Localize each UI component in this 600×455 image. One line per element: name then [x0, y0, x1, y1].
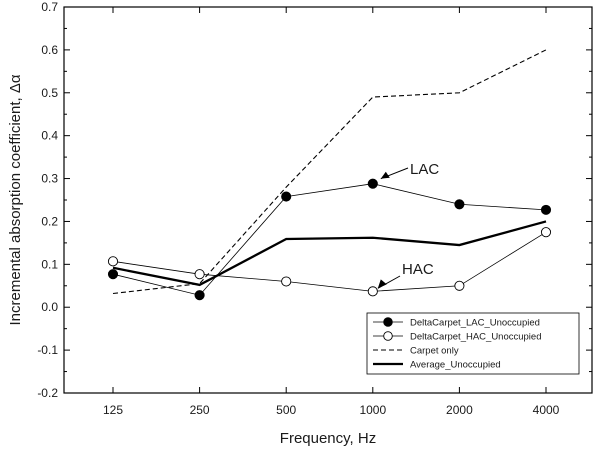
y-tick-label: -0.1	[37, 343, 58, 357]
arrow-head-lac	[380, 171, 390, 179]
legend-label: DeltaCarpet_HAC_Unoccupied	[410, 332, 542, 343]
annotation-hac: HAC	[402, 261, 434, 278]
data-point	[107, 269, 119, 280]
y-tick-label: 0.0	[41, 300, 58, 314]
arrow-head-hac	[377, 279, 387, 289]
x-tick-label: 125	[103, 403, 123, 417]
data-point	[194, 269, 205, 280]
legend-item: Average_Unoccupied	[373, 360, 501, 371]
y-tick-label: 0.5	[41, 86, 58, 100]
data-point	[281, 276, 292, 287]
y-tick-label: 0.1	[41, 257, 58, 271]
series-line	[112, 183, 547, 296]
data-point	[454, 199, 465, 210]
series-group	[107, 49, 552, 301]
annotation-lac: LAC	[410, 161, 439, 178]
y-tick-label: 0.4	[41, 129, 58, 143]
legend-marker	[383, 317, 393, 327]
legend-item: DeltaCarpet_LAC_Unoccupied	[373, 317, 540, 329]
legend-label: Average_Unoccupied	[410, 360, 501, 371]
y-axis-ticks: -0.2 -0.1 0.0 0.1 0.2 0.3 0.4 0.5 0.6 0.7	[37, 0, 592, 400]
annotations: LAC HAC	[377, 161, 439, 289]
x-tick-label: 1000	[359, 403, 386, 417]
data-point	[281, 191, 292, 202]
x-tick-label: 250	[190, 403, 210, 417]
y-tick-label: -0.2	[37, 386, 58, 400]
legend-item: DeltaCarpet_HAC_Unoccupied	[373, 331, 542, 343]
x-tick-label: 2000	[446, 403, 473, 417]
data-point	[540, 227, 552, 238]
data-point	[367, 178, 378, 189]
x-tick-label: 500	[276, 403, 296, 417]
data-point	[194, 290, 205, 301]
series-Carpet only	[112, 49, 547, 295]
legend-label: Carpet only	[410, 346, 459, 357]
data-point	[540, 204, 552, 215]
x-tick-label: 4000	[533, 403, 560, 417]
y-axis-title: Incremental absorption coefficient, Δα	[7, 74, 24, 325]
series-DeltaCarpet_LAC_Unoccupied	[107, 178, 552, 301]
x-axis-ticks: 125 250 500 1000 2000 4000	[103, 7, 560, 417]
series-line	[112, 231, 547, 292]
legend-marker	[383, 331, 393, 341]
x-axis-title: Frequency, Hz	[280, 430, 376, 447]
series-line	[112, 49, 547, 295]
legend-item: Carpet only	[373, 346, 459, 357]
legend: DeltaCarpet_LAC_Unoccupied DeltaCarpet_HA…	[366, 312, 580, 375]
y-tick-label: 0.7	[41, 0, 58, 14]
y-tick-label: 0.3	[41, 172, 58, 186]
data-point	[454, 280, 465, 291]
legend-label: DeltaCarpet_LAC_Unoccupied	[410, 318, 540, 329]
data-point	[367, 286, 378, 297]
series-DeltaCarpet_HAC_Unoccupied	[107, 227, 552, 297]
data-point	[107, 256, 119, 267]
y-tick-label: 0.6	[41, 43, 58, 57]
y-tick-label: 0.2	[41, 214, 58, 228]
series-Average_Unoccupied	[112, 220, 547, 287]
series-line	[112, 220, 547, 287]
